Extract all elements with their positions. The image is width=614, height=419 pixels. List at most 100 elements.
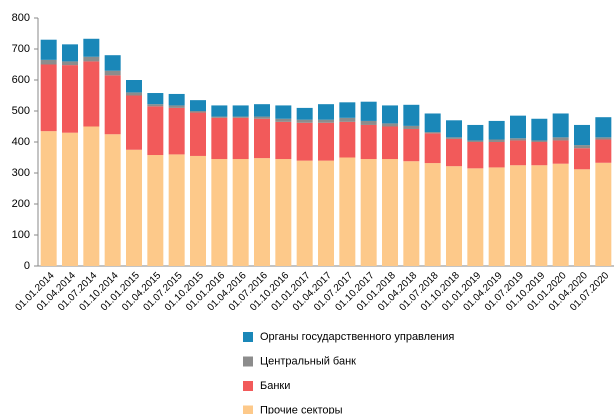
bar-segment: [275, 118, 292, 122]
bar-segment: [211, 117, 228, 160]
bar-segment: [62, 65, 78, 133]
bar-segment: [40, 131, 57, 266]
bar-segment: [510, 138, 526, 141]
bar-segment: [403, 125, 420, 129]
bar-segment: [104, 75, 121, 135]
bar-segment: [40, 39, 57, 60]
bar-segment: [595, 117, 612, 138]
legend-label: Прочие секторы: [260, 404, 343, 414]
bar-segment: [168, 93, 185, 106]
bar-segment: [339, 121, 356, 158]
bar-segment: [360, 101, 377, 121]
bar-segment: [531, 142, 548, 166]
bar-segment: [467, 142, 484, 169]
y-tick-label: 100: [12, 229, 30, 241]
bar-segment: [62, 44, 78, 62]
bar-segment: [595, 162, 612, 266]
bar-segment: [147, 155, 164, 266]
legend-label: Банки: [260, 380, 290, 392]
bar-segment: [403, 104, 420, 126]
bar-segment: [190, 155, 206, 266]
bar-segment: [126, 92, 142, 96]
bar-segment: [83, 61, 100, 127]
bar-segment: [318, 122, 334, 161]
bar-segment: [488, 120, 505, 140]
bar-segment: [318, 119, 334, 123]
y-tick-label: 300: [12, 167, 30, 179]
bar-segment: [296, 160, 313, 266]
bar-segment: [62, 61, 78, 66]
bar-segment: [382, 123, 398, 127]
bar-segment: [467, 168, 484, 266]
bar-segment: [488, 142, 505, 168]
bar-segment: [211, 105, 228, 117]
bar-segment: [531, 140, 548, 142]
bar-segment: [83, 38, 100, 57]
bar-segment: [296, 122, 313, 161]
y-tick-label: 800: [12, 12, 30, 24]
bar-segment: [574, 124, 590, 146]
bar-segment: [83, 56, 100, 62]
bar-segment: [40, 59, 57, 65]
bar-segment: [232, 105, 249, 117]
bar-segment: [360, 124, 377, 160]
bar-segment: [403, 161, 420, 266]
bar-segment: [104, 55, 121, 71]
bar-segment: [552, 137, 569, 141]
bar-segment: [168, 105, 185, 108]
bar-segment: [40, 64, 57, 132]
y-tick-label: 400: [12, 136, 30, 148]
bar-segment: [382, 126, 398, 160]
bar-segment: [190, 112, 206, 156]
legend-label: Центральный банк: [260, 355, 356, 367]
bar-segment: [168, 107, 185, 155]
bar-segment: [552, 113, 569, 138]
bar-segment: [232, 116, 249, 118]
bar-segment: [232, 117, 249, 160]
bar-segment: [254, 158, 270, 266]
bar-segment: [296, 107, 313, 120]
bar-segment: [254, 118, 270, 159]
bar-segment: [190, 111, 206, 113]
bar-segment: [382, 159, 398, 266]
bar-segment: [360, 159, 377, 266]
bar-segment: [403, 128, 420, 162]
bar-segment: [467, 124, 484, 141]
bar-segment: [510, 165, 526, 266]
bar-segment: [360, 120, 377, 125]
bar-segment: [339, 157, 356, 266]
bar-segment: [275, 105, 292, 119]
bar-segment: [318, 160, 334, 266]
bar-segment: [104, 70, 121, 76]
bar-segment: [424, 113, 441, 133]
bar-segment: [531, 118, 548, 141]
bar-segment: [446, 166, 462, 266]
bar-segment: [531, 165, 548, 266]
bar-segment: [552, 163, 569, 266]
bar-segment: [318, 104, 334, 120]
bar-segment: [424, 133, 441, 164]
y-tick-label: 500: [12, 105, 30, 117]
bar-segment: [232, 159, 249, 266]
bar-segment: [275, 159, 292, 266]
bar-segment: [467, 140, 484, 142]
bar-segment: [168, 154, 185, 266]
bar-segment: [339, 117, 356, 122]
bar-segment: [574, 145, 590, 149]
bar-segment: [552, 140, 569, 164]
bar-segment: [574, 148, 590, 170]
y-tick-label: 200: [12, 198, 30, 210]
bar-segment: [147, 93, 164, 105]
bar-segment: [446, 120, 462, 138]
bar-segment: [382, 105, 398, 124]
bar-segment: [446, 137, 462, 139]
legend-swatch: [243, 405, 253, 416]
bar-segment: [595, 139, 612, 163]
bar-segment: [446, 138, 462, 167]
bar-segment: [275, 121, 292, 160]
bar-segment: [339, 102, 356, 118]
legend-swatch: [243, 381, 253, 391]
bar-segment: [574, 169, 590, 266]
bar-segment: [254, 104, 270, 117]
